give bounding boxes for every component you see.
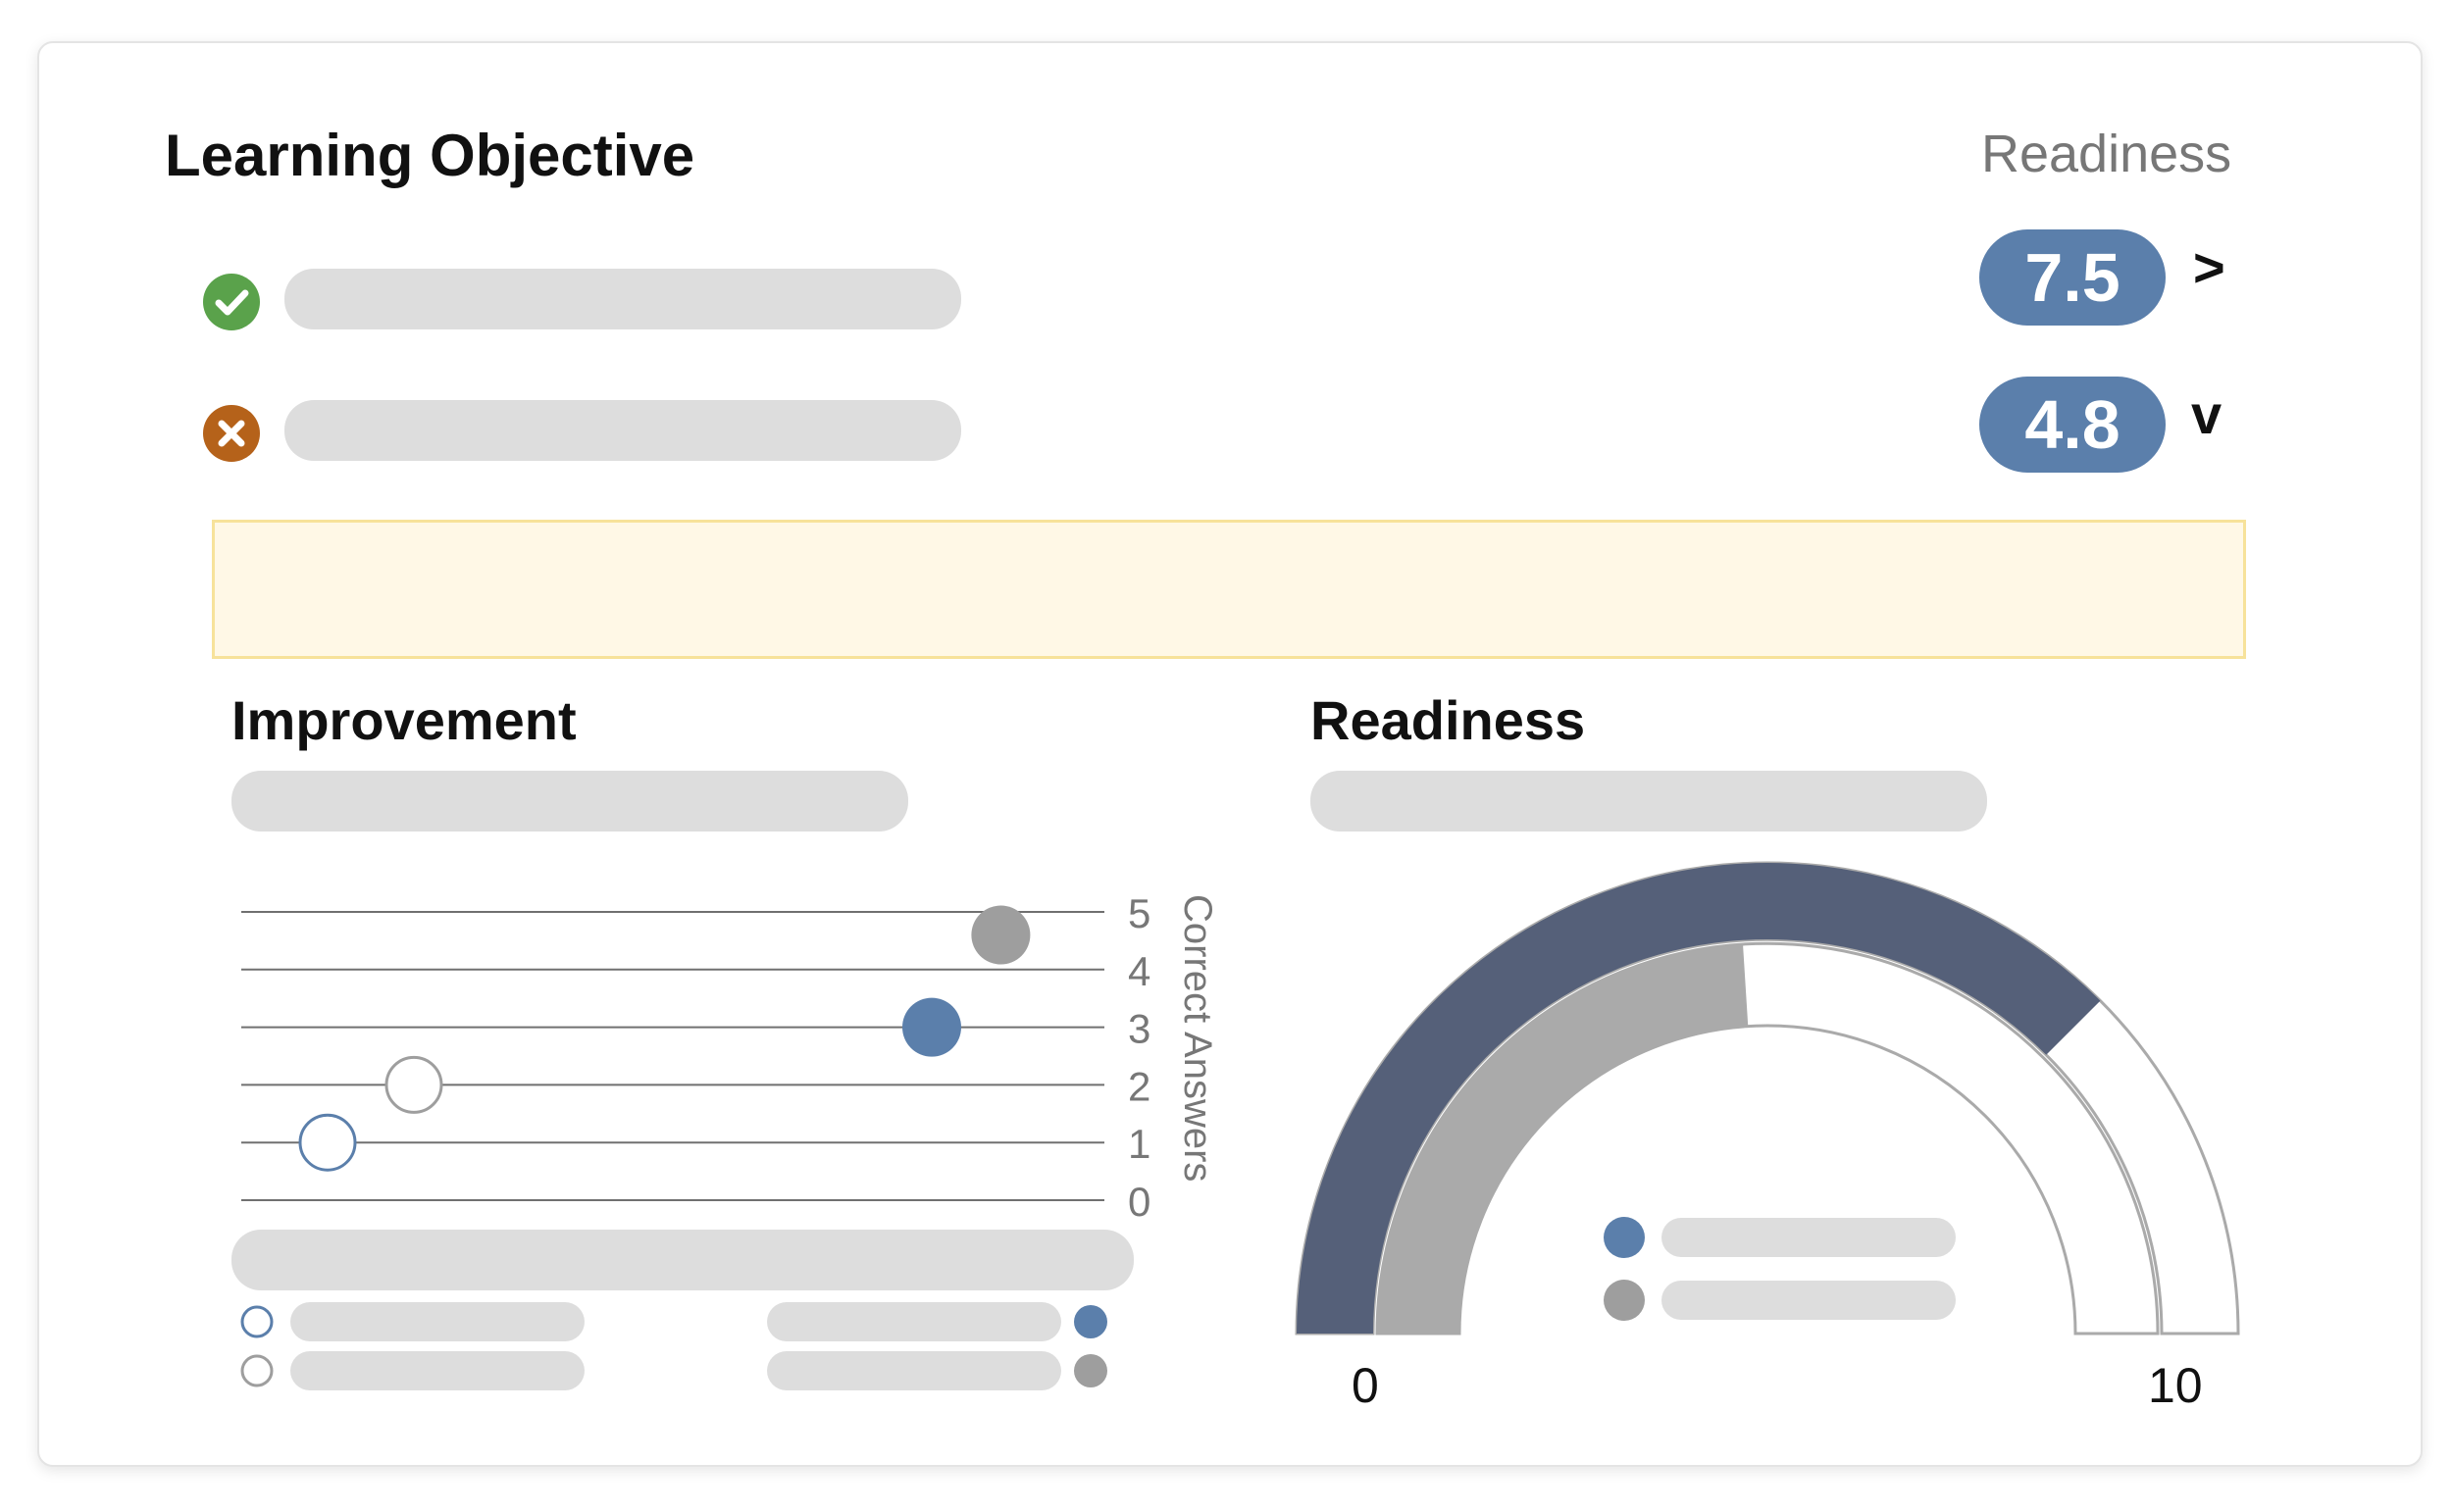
y-tick-label: 3	[1128, 1006, 1150, 1052]
readiness-gauge-chart	[1295, 861, 2240, 1336]
legend-filled-gray-marker	[1074, 1354, 1107, 1387]
legend-filled-blue-marker	[1074, 1305, 1107, 1338]
readiness-score-badge: 4.8	[1979, 377, 2166, 473]
scatter-point-hollow-gray[interactable]	[384, 1055, 443, 1114]
y-tick-label: 4	[1128, 948, 1150, 994]
y-tick-label: 1	[1128, 1121, 1150, 1167]
y-tick-label: 5	[1128, 890, 1150, 936]
readiness-label: Readiness	[1981, 125, 2232, 183]
y-axis-label: Correct Answers	[1176, 894, 1219, 1182]
gauge-legend-gray-marker	[1604, 1280, 1645, 1321]
gauge-outer-value-arc	[1297, 862, 2101, 1334]
chart-caption-placeholder	[231, 1230, 1134, 1290]
gauge-legend-blue-marker	[1604, 1217, 1645, 1258]
check-circle-icon	[203, 274, 260, 330]
scatter-point-hollow-blue[interactable]	[298, 1113, 357, 1172]
legend-text-placeholder	[767, 1351, 1061, 1390]
learning-objective-card: Learning Objective Readiness 7.5 > 4.8 v…	[37, 41, 2423, 1467]
scatter-point-filled-gray[interactable]	[971, 905, 1031, 965]
readiness-score-badge: 7.5	[1979, 229, 2166, 326]
gauge-min-label: 0	[1352, 1358, 1379, 1413]
gauge-inner-value-arc	[1377, 943, 1749, 1334]
learning-objective-title: Learning Objective	[165, 123, 695, 188]
collapse-indicator-icon[interactable]: v	[2191, 383, 2222, 445]
legend-text-placeholder	[290, 1351, 585, 1390]
expand-indicator-icon[interactable]: >	[2193, 236, 2225, 298]
improvement-title: Improvement	[231, 689, 577, 751]
objective-text-placeholder	[284, 269, 961, 329]
readiness-description-placeholder	[1310, 771, 1987, 832]
y-tick-label: 2	[1128, 1063, 1150, 1109]
legend-text-placeholder	[290, 1302, 585, 1341]
readiness-gauge-title: Readiness	[1310, 689, 1586, 751]
legend-hollow-blue-marker	[240, 1305, 274, 1338]
y-tick-label: 0	[1128, 1179, 1150, 1225]
improvement-scatter-chart: 0 1 2 3 4 5 Correct Answers	[241, 890, 1219, 1225]
callout-banner	[212, 520, 2246, 659]
gauge-max-label: 10	[2148, 1358, 2203, 1413]
legend-text-placeholder	[1661, 1218, 1956, 1257]
improvement-description-placeholder	[231, 771, 908, 832]
x-circle-icon	[203, 405, 260, 462]
legend-text-placeholder	[1661, 1281, 1956, 1320]
objective-text-placeholder	[284, 400, 961, 461]
scatter-point-filled-blue[interactable]	[902, 997, 961, 1057]
legend-hollow-gray-marker	[240, 1354, 274, 1387]
legend-text-placeholder	[767, 1302, 1061, 1341]
